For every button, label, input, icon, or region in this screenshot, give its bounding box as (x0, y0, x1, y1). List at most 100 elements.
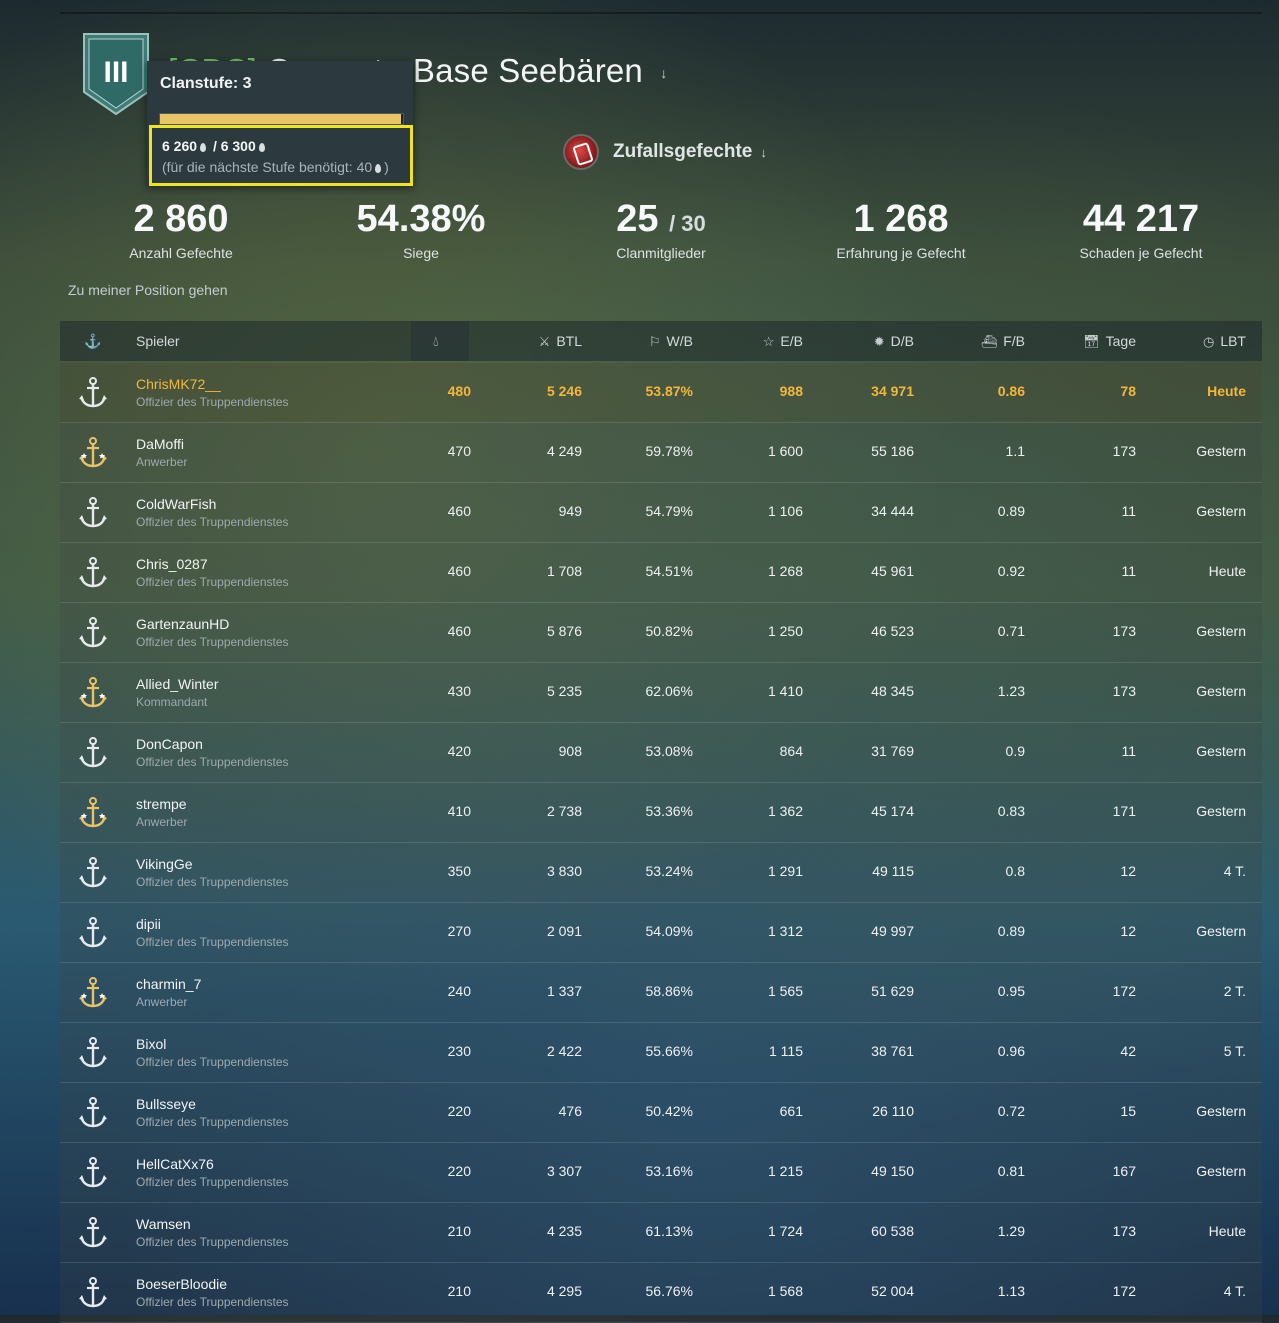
table-row[interactable]: Bullsseye Offizier des Truppendienstes 220… (60, 1083, 1262, 1143)
cell-frags: 0.95 (997, 983, 1025, 999)
header-lbt[interactable]: ◷ LBT (1203, 321, 1246, 361)
cell-damage: 31 769 (871, 743, 914, 759)
player-name[interactable]: strempe (136, 796, 187, 812)
cell-win-rate: 53.08% (645, 743, 693, 759)
trophy-icon: ⚐ (648, 334, 661, 349)
player-name[interactable]: ColdWarFish (136, 496, 217, 512)
player-name[interactable]: ChrisMK72__ (136, 376, 221, 392)
cell-resource: 210 (447, 1223, 471, 1239)
player-name[interactable]: BoeserBloodie (136, 1276, 228, 1292)
cell-xp: 1 410 (767, 683, 803, 699)
cell-last-battle: Heute (1207, 383, 1246, 399)
table-row[interactable]: HellCatXx76 Offizier des Truppendienstes 2… (60, 1143, 1262, 1203)
cell-frags: 0.71 (997, 623, 1025, 639)
header-wb[interactable]: ⚐ W/B (649, 321, 693, 361)
cell-battles: 1 337 (546, 983, 582, 999)
table-row[interactable]: DaMoffi Anwerber 470 4 249 59.78% 1 600 55 186… (60, 423, 1262, 483)
table-row[interactable]: GartenzaunHD Offizier des Truppendienstes… (60, 603, 1262, 663)
cell-frags: 1.23 (997, 683, 1025, 699)
player-rank: Offizier des Truppendienstes (136, 515, 289, 529)
cell-damage: 49 150 (871, 1163, 914, 1179)
cell-battles: 476 (558, 1103, 582, 1119)
anchor-icon (79, 377, 107, 408)
player-name[interactable]: VikingGe (136, 856, 193, 872)
cell-frags: 0.8 (1005, 863, 1025, 879)
cell-days: 78 (1120, 383, 1136, 399)
player-name[interactable]: dipii (136, 916, 161, 932)
cell-last-battle: Gestern (1196, 503, 1246, 519)
cell-win-rate: 61.13% (645, 1223, 693, 1239)
player-rank: Anwerber (136, 455, 188, 469)
table-row[interactable]: Allied_Winter Kommandant 430 5 235 62.06% 1 4… (60, 663, 1262, 723)
progress-target: / 6 300 (212, 138, 256, 154)
stat-wins: 54.38% Siege (356, 198, 486, 261)
player-name[interactable]: Bullsseye (136, 1096, 196, 1112)
player-name[interactable]: DaMoffi (136, 436, 184, 452)
cell-last-battle: Heute (1208, 563, 1246, 579)
header-days[interactable]: 📅︎ Tage (1083, 321, 1136, 361)
cell-battles: 3 307 (546, 1163, 582, 1179)
cell-last-battle: Gestern (1196, 923, 1246, 939)
members-table-header: ⚓ Spieler 💧︎ ⚔ BTL ⚐ W/B ☆ E/B ✹ D/B ⛴ F/B 📅︎… (60, 321, 1262, 361)
cell-last-battle: Gestern (1196, 1163, 1246, 1179)
cell-resource: 460 (447, 563, 471, 579)
tooltip-title: Clanstufe: 3 (160, 75, 252, 92)
table-row[interactable]: DonCapon Offizier des Truppendienstes 420 9… (60, 723, 1262, 783)
table-row[interactable]: Chris_0287 Offizier des Truppendienstes 46… (60, 543, 1262, 603)
cell-last-battle: Gestern (1196, 443, 1246, 459)
cell-days: 172 (1112, 1283, 1136, 1299)
header-fb[interactable]: ⛴ F/B (981, 321, 1025, 361)
cell-resource: 410 (447, 803, 471, 819)
header-btl[interactable]: ⚔ BTL (539, 321, 582, 361)
player-name[interactable]: Bixol (136, 1036, 167, 1052)
stat-battles: 2 860 Anzahl Gefechte (129, 198, 233, 261)
table-row[interactable]: ChrisMK72__ Offizier des Truppendienstes 4… (60, 363, 1262, 423)
cell-damage: 49 997 (871, 923, 914, 939)
chevron-down-icon[interactable]: ↓ (660, 65, 668, 82)
anchor-icon[interactable]: ⚓ (84, 333, 102, 349)
table-row[interactable]: VikingGe Offizier des Truppendienstes 350 3… (60, 843, 1262, 903)
cell-damage: 52 004 (871, 1283, 914, 1299)
header-player[interactable]: Spieler (136, 333, 180, 349)
table-row[interactable]: strempe Anwerber 410 2 738 53.36% 1 362 45 174… (60, 783, 1262, 843)
clan-tier-label: III (103, 56, 128, 89)
anchor-icon (79, 737, 107, 768)
header-eb[interactable]: ☆ E/B (763, 321, 803, 361)
cell-last-battle: Gestern (1196, 623, 1246, 639)
player-name[interactable]: Allied_Winter (136, 676, 219, 692)
cell-damage: 34 971 (871, 383, 914, 399)
resource-column-highlight (411, 321, 469, 361)
cell-damage: 45 174 (871, 803, 914, 819)
table-row[interactable]: BoeserBloodie Offizier des Truppendienste… (60, 1263, 1262, 1323)
table-row[interactable]: charmin_7 Anwerber 240 1 337 58.86% 1 565 51 6… (60, 963, 1262, 1023)
officer-anchor-icon (79, 977, 107, 1008)
player-name[interactable]: charmin_7 (136, 976, 202, 992)
cell-damage: 38 761 (871, 1043, 914, 1059)
oil-drop-icon[interactable]: 💧︎ (433, 333, 439, 349)
player-name[interactable]: HellCatXx76 (136, 1156, 214, 1172)
player-name[interactable]: GartenzaunHD (136, 616, 230, 632)
progress-values: 6 260 / 6 300 (162, 138, 268, 154)
go-to-my-position-link[interactable]: Zu meiner Position gehen (68, 282, 228, 298)
random-battles-icon (563, 134, 599, 170)
player-name[interactable]: Wamsen (136, 1216, 191, 1232)
player-rank: Offizier des Truppendienstes (136, 575, 289, 589)
cell-last-battle: Gestern (1196, 1103, 1246, 1119)
table-row[interactable]: dipii Offizier des Truppendienstes 270 2 09… (60, 903, 1262, 963)
stat-members: 25 / 30 Clanmitglieder (616, 198, 706, 261)
cell-battles: 949 (558, 503, 582, 519)
player-name[interactable]: Chris_0287 (136, 556, 208, 572)
player-name[interactable]: DonCapon (136, 736, 203, 752)
cell-win-rate: 53.16% (645, 1163, 693, 1179)
table-row[interactable]: Wamsen Offizier des Truppendienstes 210 4 2… (60, 1203, 1262, 1263)
calendar-icon: 📅︎ (1083, 334, 1100, 349)
officer-anchor-icon (79, 797, 107, 828)
table-row[interactable]: ColdWarFish Offizier des Truppendienstes 4… (60, 483, 1262, 543)
cell-win-rate: 55.66% (645, 1043, 693, 1059)
cell-days: 173 (1112, 683, 1136, 699)
battle-mode-selector[interactable]: Zufallsgefechte ↓ (563, 134, 767, 170)
cell-frags: 0.83 (997, 803, 1025, 819)
table-row[interactable]: Bixol Offizier des Truppendienstes 230 2 42… (60, 1023, 1262, 1083)
header-db[interactable]: ✹ D/B (874, 321, 914, 361)
cell-frags: 0.9 (1005, 743, 1025, 759)
